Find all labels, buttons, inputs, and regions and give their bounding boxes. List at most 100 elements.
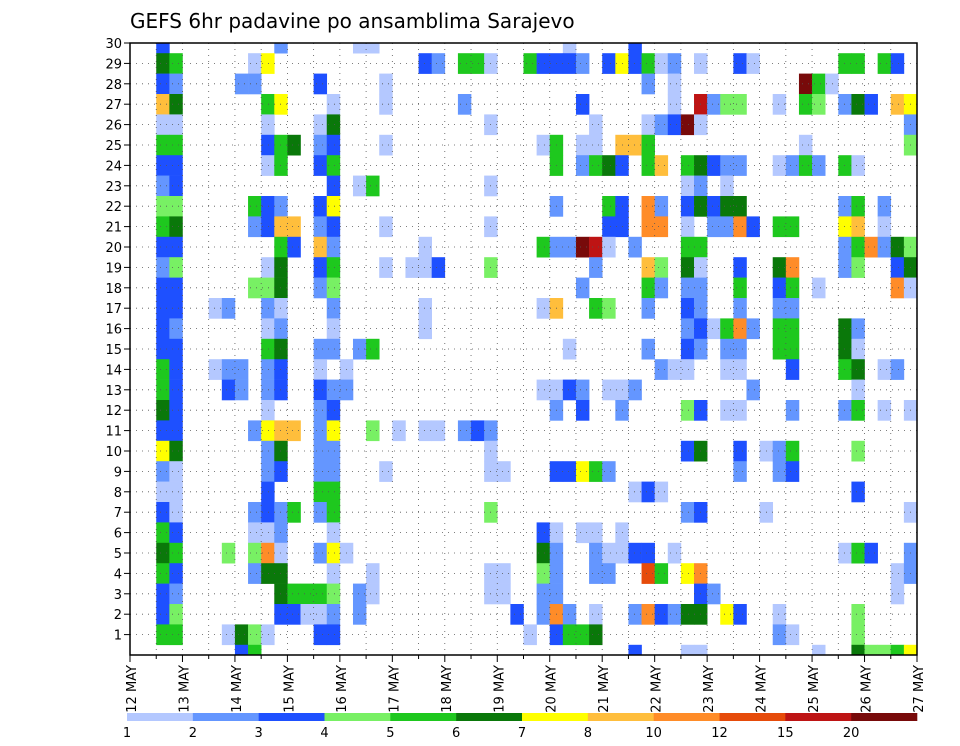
y-tick-label: 21	[105, 221, 122, 236]
legend-swatch	[456, 713, 523, 721]
legend-label: 6	[452, 726, 460, 741]
x-tick-label: 21 MAY	[597, 665, 612, 713]
heatmap-cell	[248, 502, 262, 523]
heatmap-cell	[772, 461, 787, 482]
x-tick-label: 20 MAY	[545, 665, 560, 713]
heatmap-cell	[326, 420, 341, 442]
legend-swatch	[258, 713, 325, 721]
x-tick-label: 14 MAY	[230, 665, 245, 713]
heatmap-cell	[641, 155, 655, 176]
heatmap-cell	[890, 359, 905, 380]
heatmap-cell	[169, 481, 183, 503]
heatmap-cell	[720, 338, 734, 360]
heatmap-cell	[680, 175, 695, 197]
heatmap-cell	[261, 338, 275, 360]
heatmap-cell	[589, 563, 603, 584]
heatmap-cell	[326, 114, 341, 136]
y-tick-label: 9	[114, 465, 122, 480]
heatmap-cell	[562, 53, 577, 74]
heatmap-cell	[641, 277, 655, 299]
legend-label: 8	[584, 726, 592, 741]
heatmap-cell	[366, 338, 380, 360]
heatmap-cell	[890, 277, 905, 299]
heatmap-cell	[234, 73, 249, 95]
heatmap-cell	[261, 298, 275, 319]
heatmap-cell	[313, 400, 328, 421]
heatmap-cell	[313, 440, 328, 462]
heatmap-cell	[772, 216, 787, 238]
heatmap-cell	[156, 236, 170, 258]
heatmap-cell	[313, 583, 328, 605]
heatmap-cell	[575, 236, 590, 258]
legend-swatch	[587, 713, 654, 721]
heatmap-cell	[156, 461, 170, 482]
heatmap-cell	[261, 400, 275, 421]
heatmap-cell	[680, 114, 695, 136]
heatmap-cell	[562, 338, 577, 360]
heatmap-cell	[838, 338, 852, 360]
heatmap-cell	[169, 359, 183, 380]
heatmap-cell	[628, 542, 642, 564]
heatmap-cell	[667, 359, 682, 380]
heatmap-cell	[877, 196, 892, 217]
heatmap-cell	[720, 216, 734, 238]
heatmap-cell	[772, 604, 787, 625]
heatmap-cell	[471, 420, 485, 442]
x-tick-label: 16 MAY	[335, 665, 350, 713]
x-tick-label: 26 MAY	[860, 665, 875, 713]
heatmap-cell	[248, 216, 262, 238]
heatmap-cell	[156, 298, 170, 319]
heatmap-cell	[169, 502, 183, 523]
heatmap-cell	[221, 379, 236, 401]
heatmap-cell	[326, 175, 341, 197]
heatmap-cell	[851, 196, 865, 217]
heatmap-cell	[838, 400, 852, 421]
heatmap-cell	[654, 114, 669, 136]
legend-label: 1	[123, 726, 131, 741]
y-tick-label: 6	[114, 527, 122, 542]
heatmap-cell	[169, 257, 183, 278]
heatmap-cell	[156, 53, 170, 74]
heatmap-cell	[903, 644, 918, 656]
y-tick-label: 8	[114, 486, 122, 501]
heatmap-cell	[536, 563, 551, 584]
heatmap-cell	[720, 155, 734, 176]
heatmap-cell	[838, 94, 852, 115]
heatmap-cell	[379, 257, 393, 278]
heatmap-cell	[169, 155, 183, 176]
heatmap-cell	[720, 94, 734, 115]
heatmap-cell	[602, 298, 616, 319]
y-tick-label: 15	[105, 343, 122, 358]
y-tick-label: 20	[105, 241, 122, 256]
heatmap-cell	[838, 257, 852, 278]
heatmap-cell	[733, 338, 747, 360]
y-tick-label: 4	[114, 567, 122, 582]
heatmap-cell	[733, 461, 747, 482]
heatmap-cell	[733, 216, 747, 238]
heatmap-cell	[851, 318, 865, 340]
heatmap-cell	[890, 583, 905, 605]
y-tick-label: 7	[114, 506, 122, 521]
y-tick-label: 13	[105, 384, 122, 399]
heatmap-cell	[457, 53, 472, 74]
heatmap-cell	[169, 563, 183, 584]
heatmap-cell	[838, 318, 852, 340]
x-tick-label: 24 MAY	[755, 665, 770, 713]
heatmap-cell	[654, 359, 669, 380]
heatmap-cell	[156, 502, 170, 523]
legend-label: 5	[386, 726, 394, 741]
heatmap-cell	[510, 604, 524, 625]
heatmap-cell	[641, 216, 655, 238]
legend-label: 15	[777, 726, 794, 741]
heatmap-cell	[589, 461, 603, 482]
heatmap-cell	[221, 542, 236, 564]
heatmap-cell	[536, 298, 551, 319]
heatmap-cell	[851, 359, 865, 380]
heatmap-cell	[772, 298, 787, 319]
heatmap-cell	[890, 53, 905, 74]
heatmap-cell	[156, 420, 170, 442]
heatmap-cell	[641, 53, 655, 74]
y-tick-label: 3	[114, 588, 122, 603]
heatmap-cell	[772, 277, 787, 299]
